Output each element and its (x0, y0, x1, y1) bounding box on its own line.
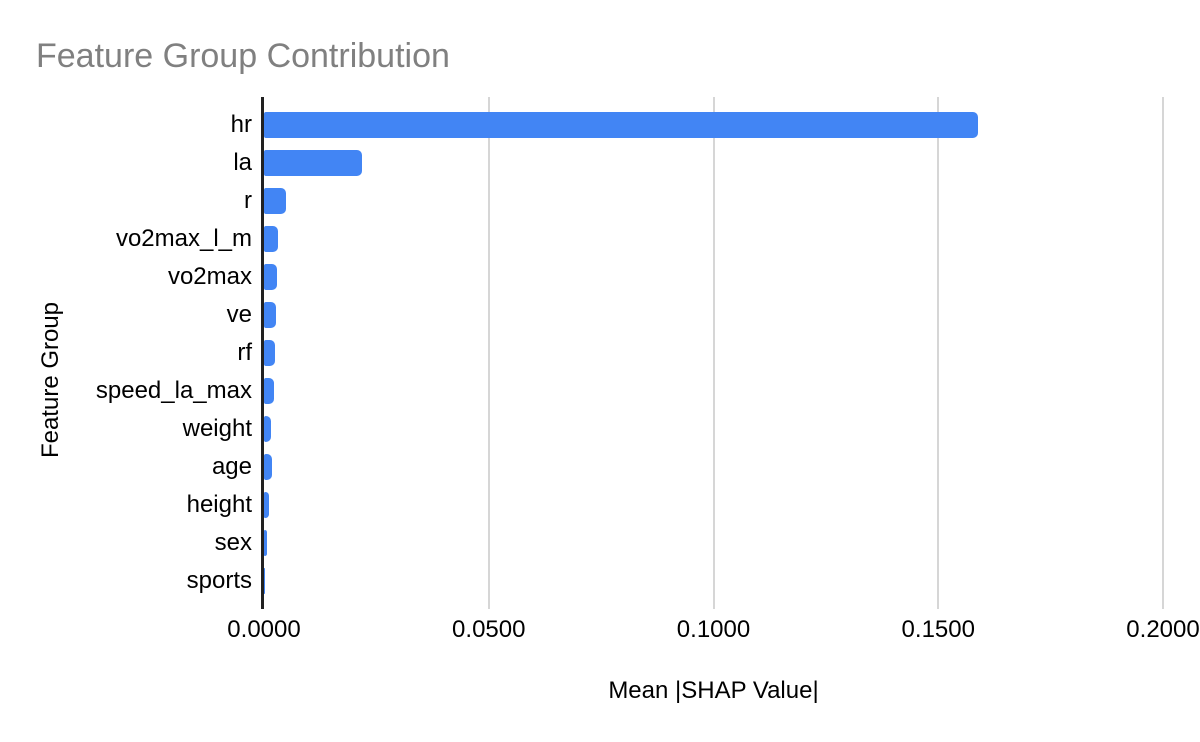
bar-la (264, 150, 362, 176)
bar-speed_la_max (264, 378, 274, 404)
category-label-rf: rf (237, 339, 252, 366)
gridline-0.1000 (712, 97, 715, 609)
category-label-vo2max: vo2max (167, 263, 252, 290)
x-tick-label-0.1000: 0.1000 (676, 616, 751, 643)
category-label-sex: sex (214, 529, 252, 556)
bar-weight (264, 416, 271, 442)
y-axis-line (261, 97, 264, 609)
category-label-height: height (186, 491, 252, 518)
category-label-la: la (233, 149, 252, 176)
x-tick-label-0.0500: 0.0500 (452, 616, 526, 643)
bar-r (264, 188, 286, 214)
chart-title: Feature Group Contribution (36, 37, 450, 75)
bar-ve (264, 302, 277, 328)
x-tick-label-0.0000: 0.0000 (227, 616, 301, 643)
bar-age (264, 454, 272, 480)
plot-area (261, 97, 1164, 609)
category-label-weight: weight (182, 415, 252, 442)
x-axis-title-label: Mean |SHAP Value| (608, 677, 819, 704)
category-label-vo2max_l_m: vo2max_l_m (115, 225, 252, 252)
gridline-0.0500 (487, 97, 490, 609)
category-label-ve: ve (226, 301, 252, 328)
x-axis-tick-labels: 0.0000 0.0500 0.1000 0.1500 0.2000 (227, 616, 1199, 644)
bar-sex (264, 530, 268, 556)
x-tick-label-0.2000: 0.2000 (1126, 616, 1200, 643)
bar-rf (264, 340, 275, 366)
bar-hr (264, 112, 978, 138)
category-label-sports: sports (186, 567, 252, 594)
category-label-hr: hr (230, 111, 252, 138)
bar-vo2max_l_m (264, 226, 278, 252)
x-tick-label-0.1500: 0.1500 (901, 616, 975, 643)
category-label-age: age (211, 453, 252, 480)
bar-height (264, 492, 270, 518)
category-label-speed_la_max: speed_la_max (95, 377, 252, 404)
gridline-0.1500 (937, 97, 940, 609)
category-label-r: r (244, 187, 252, 214)
gridline-0.2000 (1162, 97, 1164, 609)
bar-vo2max (264, 264, 278, 290)
